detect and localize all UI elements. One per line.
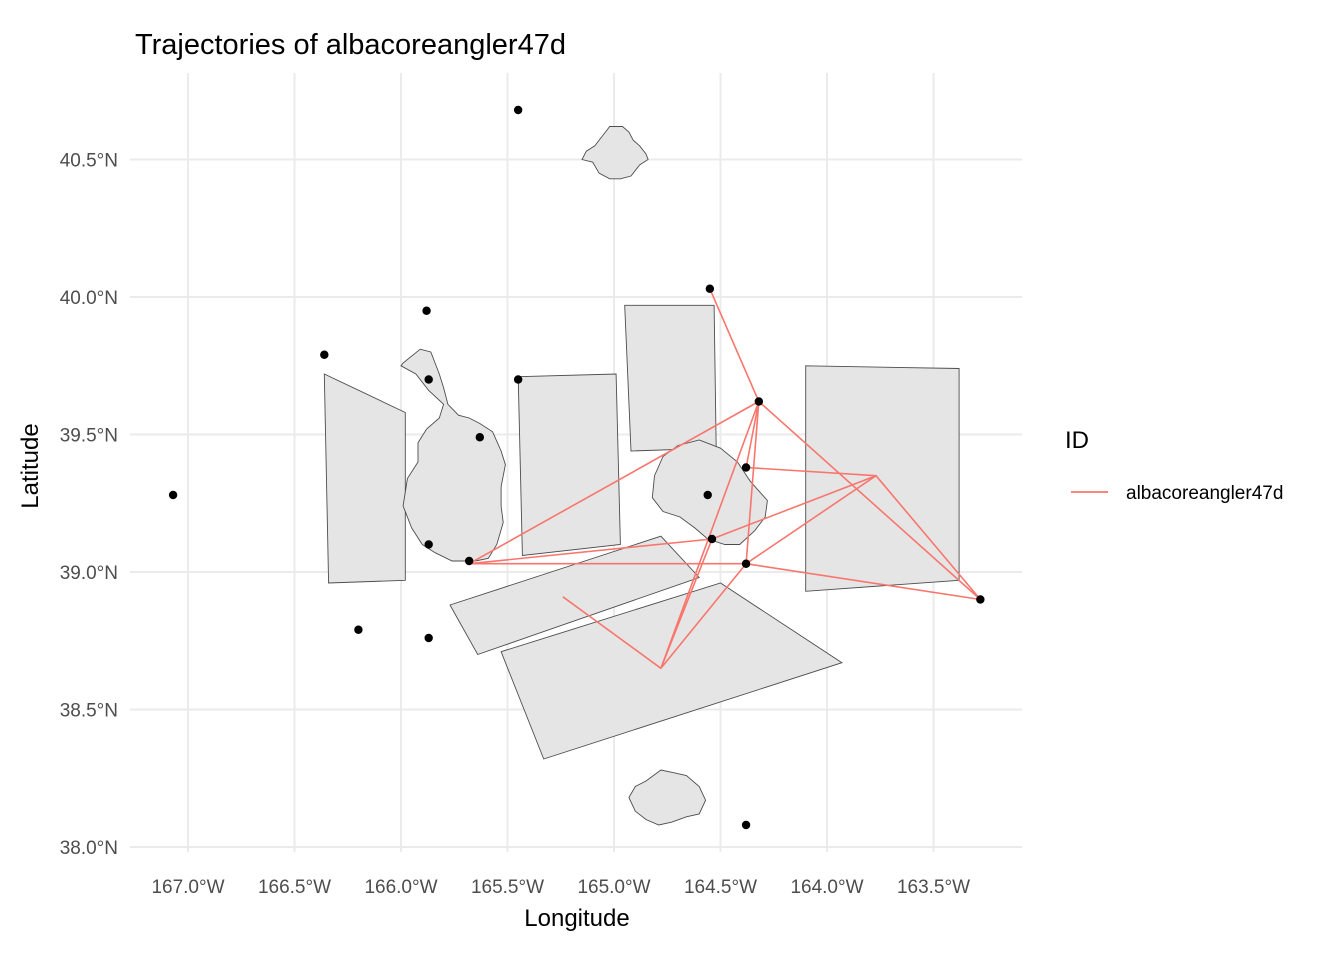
x-tick-label: 166.5°W xyxy=(258,877,331,898)
x-tick-label: 166.0°W xyxy=(364,877,437,898)
data-point xyxy=(976,595,985,604)
data-point xyxy=(741,463,751,472)
data-point xyxy=(741,820,751,830)
y-tick-label: 38.0°N xyxy=(60,838,118,859)
land-polygon xyxy=(449,535,700,656)
island-shape xyxy=(400,348,506,562)
plot-panel xyxy=(130,73,1022,852)
data-point xyxy=(354,625,363,634)
data-point xyxy=(741,559,751,568)
legend-label: albacoreangler47d xyxy=(1126,483,1283,504)
y-tick-label: 40.0°N xyxy=(60,288,118,309)
chart-title: Trajectories of albacoreangler47d xyxy=(135,29,566,61)
x-tick-label: 167.0°W xyxy=(151,877,224,898)
y-tick-label: 39.0°N xyxy=(60,563,118,584)
land-polygon xyxy=(323,373,406,584)
data-point xyxy=(707,534,717,544)
y-axis-tick-labels: 38.0°N 38.5°N 39.0°N 39.5°N 40.0°N 40.5°N xyxy=(60,151,118,860)
data-point xyxy=(705,284,715,293)
land-polygon xyxy=(805,365,960,592)
data-point xyxy=(424,540,433,549)
y-tick-label: 40.5°N xyxy=(60,151,118,172)
x-tick-label: 164.5°W xyxy=(684,877,757,898)
legend-title: ID xyxy=(1065,427,1089,454)
y-tick-label: 38.5°N xyxy=(60,701,118,722)
observation-points xyxy=(168,105,985,830)
y-tick-label: 39.5°N xyxy=(60,426,118,447)
data-point xyxy=(475,433,485,442)
land-polygon xyxy=(517,373,621,557)
x-axis-title: Longitude xyxy=(524,905,629,932)
data-point xyxy=(424,375,433,384)
data-point xyxy=(424,633,433,643)
island-shape xyxy=(581,126,649,180)
x-tick-label: 165.5°W xyxy=(471,877,544,898)
data-point xyxy=(703,490,712,500)
data-point xyxy=(422,306,431,315)
data-point xyxy=(320,350,329,359)
legend: ID albacoreangler47d xyxy=(1065,427,1283,504)
x-tick-label: 163.5°W xyxy=(897,877,970,898)
x-tick-label: 164.0°W xyxy=(790,877,863,898)
data-point xyxy=(168,490,178,500)
data-point xyxy=(754,397,764,406)
land-polygon xyxy=(500,582,843,760)
data-point xyxy=(513,105,523,115)
x-axis-tick-labels: 167.0°W 166.5°W 166.0°W 165.5°W 165.0°W 164.5… xyxy=(151,877,970,898)
data-point xyxy=(464,556,474,566)
island-shape xyxy=(628,769,707,826)
land-polygons xyxy=(323,126,960,826)
x-tick-label: 165.0°W xyxy=(577,877,650,898)
data-point xyxy=(513,375,523,384)
y-axis-title: Latitude xyxy=(17,423,44,508)
land-polygon xyxy=(624,304,717,452)
